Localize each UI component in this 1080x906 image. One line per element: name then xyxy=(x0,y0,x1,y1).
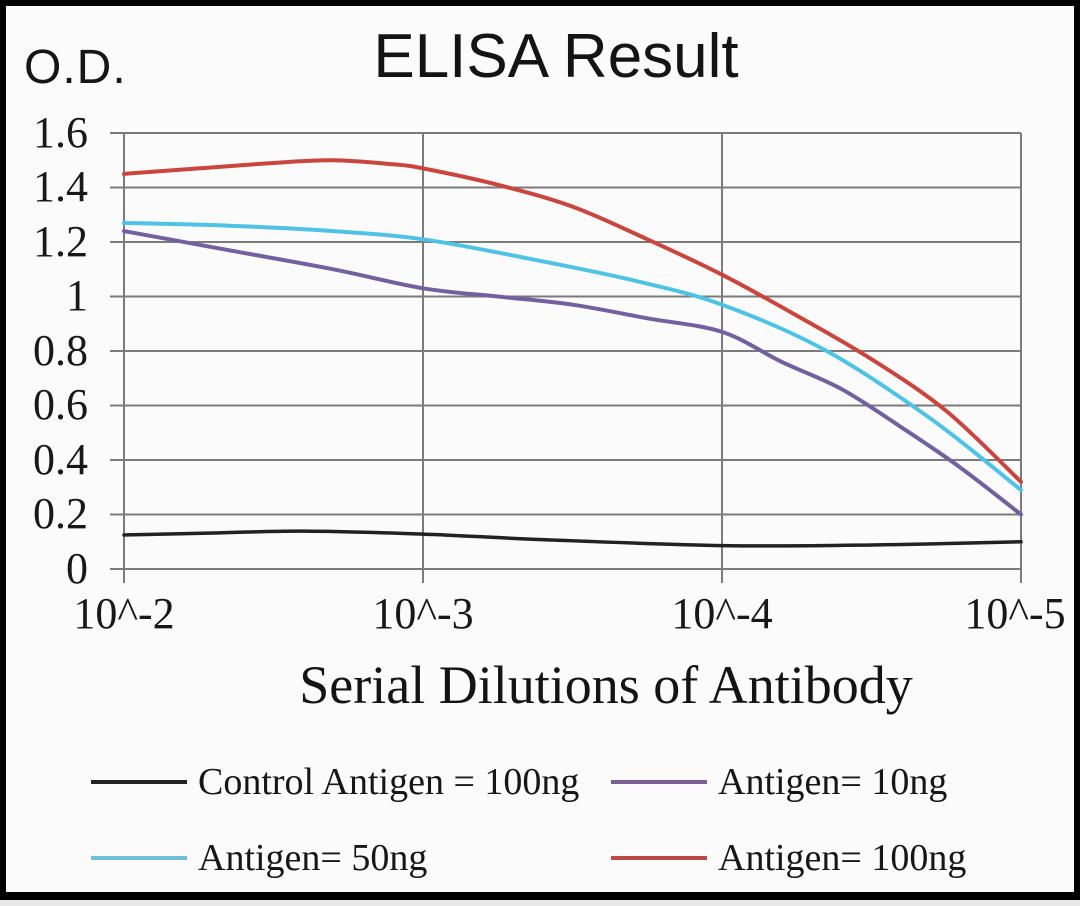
legend-label: Antigen= 50ng xyxy=(198,837,428,879)
y-tick-label: 1.4 xyxy=(33,162,88,211)
x-tick-label: 10^-3 xyxy=(372,589,474,638)
series-line xyxy=(122,220,1023,492)
series-line xyxy=(122,158,1023,484)
x-axis-title: Serial Dilutions of Antibody xyxy=(299,655,913,715)
legend-label: Antigen= 10ng xyxy=(718,761,948,803)
legend-item-antigen-100ng: Antigen= 100ng xyxy=(611,835,966,881)
y-tick-label: 0 xyxy=(66,544,88,593)
x-tick-label: 10^-2 xyxy=(73,589,175,638)
y-tick-label: 1 xyxy=(66,271,88,320)
legend-item-control-antigen: Control Antigen = 100ng xyxy=(91,759,579,805)
y-tick-label: 1.2 xyxy=(33,217,88,266)
series-line xyxy=(122,529,1023,548)
y-tick-label: 0.8 xyxy=(33,326,88,375)
chart-title: ELISA Result xyxy=(373,22,739,91)
legend-label: Control Antigen = 100ng xyxy=(198,761,580,803)
y-tick-label: 0.4 xyxy=(33,435,88,484)
y-tick-label: 0.6 xyxy=(33,380,88,429)
y-axis-unit-label: O.D. xyxy=(24,41,127,94)
x-tick-label: 10^-5 xyxy=(964,589,1066,638)
y-tick-label: 1.6 xyxy=(33,108,88,157)
y-tick-label: 0.2 xyxy=(33,489,88,538)
legend-line-swatch-purple xyxy=(611,780,707,784)
legend-label: Antigen= 100ng xyxy=(718,837,967,879)
x-tick-label: 10^-4 xyxy=(671,589,773,638)
plot-area xyxy=(110,132,1023,583)
series-line xyxy=(122,229,1023,517)
legend-line-swatch-black xyxy=(91,780,187,784)
legend-line-swatch-red xyxy=(611,856,707,860)
legend-item-antigen-50ng: Antigen= 50ng xyxy=(91,835,427,881)
legend-item-antigen-10ng: Antigen= 10ng xyxy=(611,759,947,805)
legend-line-swatch-cyan xyxy=(91,856,187,860)
